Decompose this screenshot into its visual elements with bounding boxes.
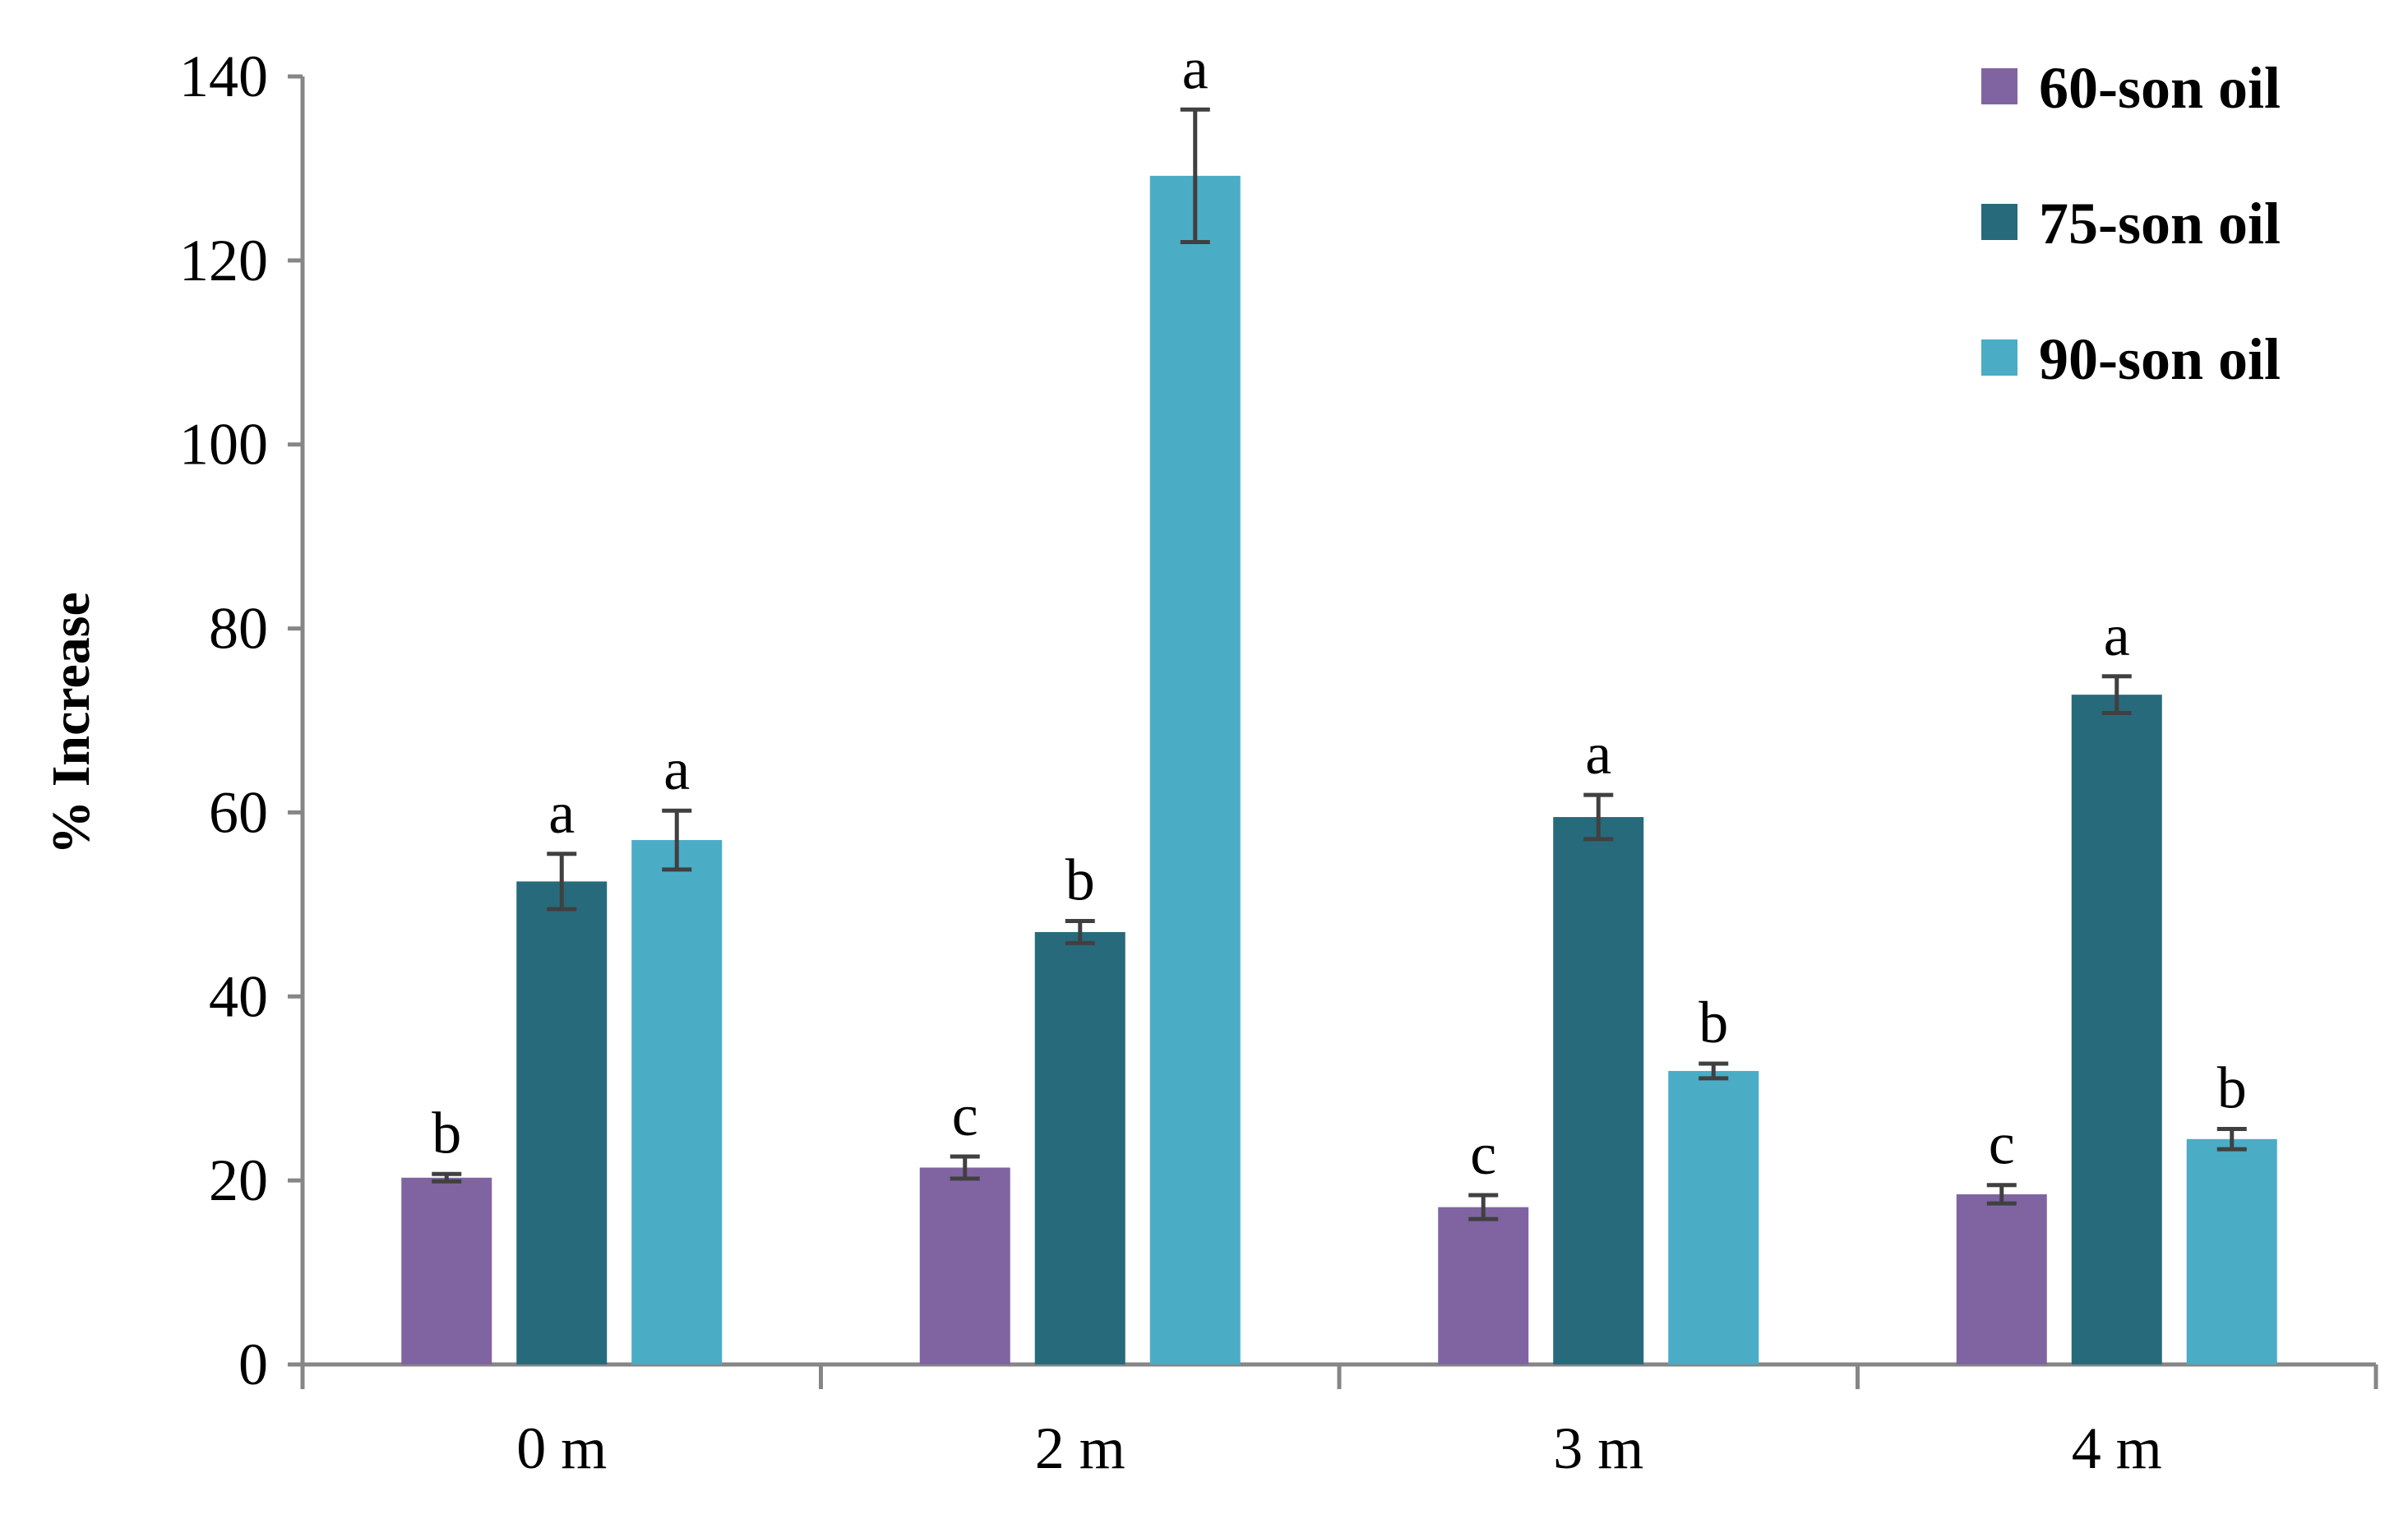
- error-bar: [950, 1154, 980, 1181]
- bar: [919, 1167, 1010, 1364]
- significance-label: b: [432, 1100, 461, 1166]
- y-tick-label: 0: [238, 1332, 268, 1397]
- error-bar: [662, 808, 692, 872]
- significance-label: c: [952, 1083, 978, 1148]
- legend-item: 75-son oil: [1981, 191, 2281, 256]
- significance-label: a: [1585, 721, 1611, 787]
- error-bar: [547, 852, 577, 912]
- x-tick-label: 4 m: [2072, 1415, 2162, 1481]
- error-bar: [432, 1171, 462, 1184]
- bar: [1034, 931, 1125, 1364]
- legend-label: 60-son oil: [2039, 55, 2281, 121]
- x-tick-label: 0 m: [516, 1415, 607, 1481]
- y-axis-label: % Increase: [41, 592, 101, 855]
- bar: [1956, 1194, 2047, 1364]
- bar: [1438, 1207, 1529, 1364]
- significance-label: b: [1065, 847, 1095, 913]
- y-tick-label: 40: [209, 963, 268, 1029]
- significance-label: a: [1182, 35, 1209, 101]
- legend-label: 75-son oil: [2039, 191, 2281, 256]
- significance-label: a: [663, 736, 690, 802]
- error-bar: [1468, 1193, 1499, 1221]
- bar: [1553, 817, 1644, 1364]
- y-tick-label: 120: [179, 228, 268, 293]
- bar: [1668, 1070, 1759, 1364]
- x-tick-label: 3 m: [1553, 1415, 1643, 1481]
- y-tick-label: 100: [179, 412, 268, 478]
- y-tick-label: 20: [209, 1147, 268, 1213]
- significance-label: b: [2217, 1055, 2247, 1120]
- legend-swatch: [1981, 68, 2017, 104]
- error-bar: [1699, 1061, 1729, 1081]
- legend: 60-son oil 75-son oil 90-son oil: [1981, 55, 2281, 392]
- significance-label: b: [1699, 990, 1728, 1055]
- bar: [516, 881, 608, 1364]
- significance-label: c: [1470, 1121, 1496, 1187]
- error-bar: [1986, 1183, 2017, 1206]
- y-tick-label: 60: [209, 779, 268, 845]
- x-tick-label: 2 m: [1035, 1415, 1125, 1481]
- bar: [1149, 175, 1241, 1365]
- error-bar: [1180, 107, 1210, 244]
- error-bar: [2101, 674, 2132, 716]
- legend-item: 90-son oil: [1981, 326, 2281, 392]
- bar: [2071, 695, 2162, 1364]
- error-bar: [2216, 1126, 2247, 1152]
- legend-swatch: [1981, 339, 2017, 376]
- significance-label: a: [2104, 603, 2130, 668]
- legend-label: 90-son oil: [2039, 326, 2281, 392]
- significance-label: a: [548, 780, 575, 846]
- error-bar: [1583, 792, 1614, 842]
- bar: [631, 840, 723, 1364]
- significance-label: c: [1989, 1111, 2015, 1177]
- error-bar: [1065, 919, 1095, 945]
- bar: [401, 1177, 492, 1364]
- legend-swatch: [1981, 204, 2017, 240]
- y-tick-label: 80: [209, 596, 268, 662]
- bar: [2186, 1138, 2277, 1364]
- legend-item: 60-son oil: [1981, 55, 2281, 121]
- y-tick-label: 140: [179, 44, 268, 109]
